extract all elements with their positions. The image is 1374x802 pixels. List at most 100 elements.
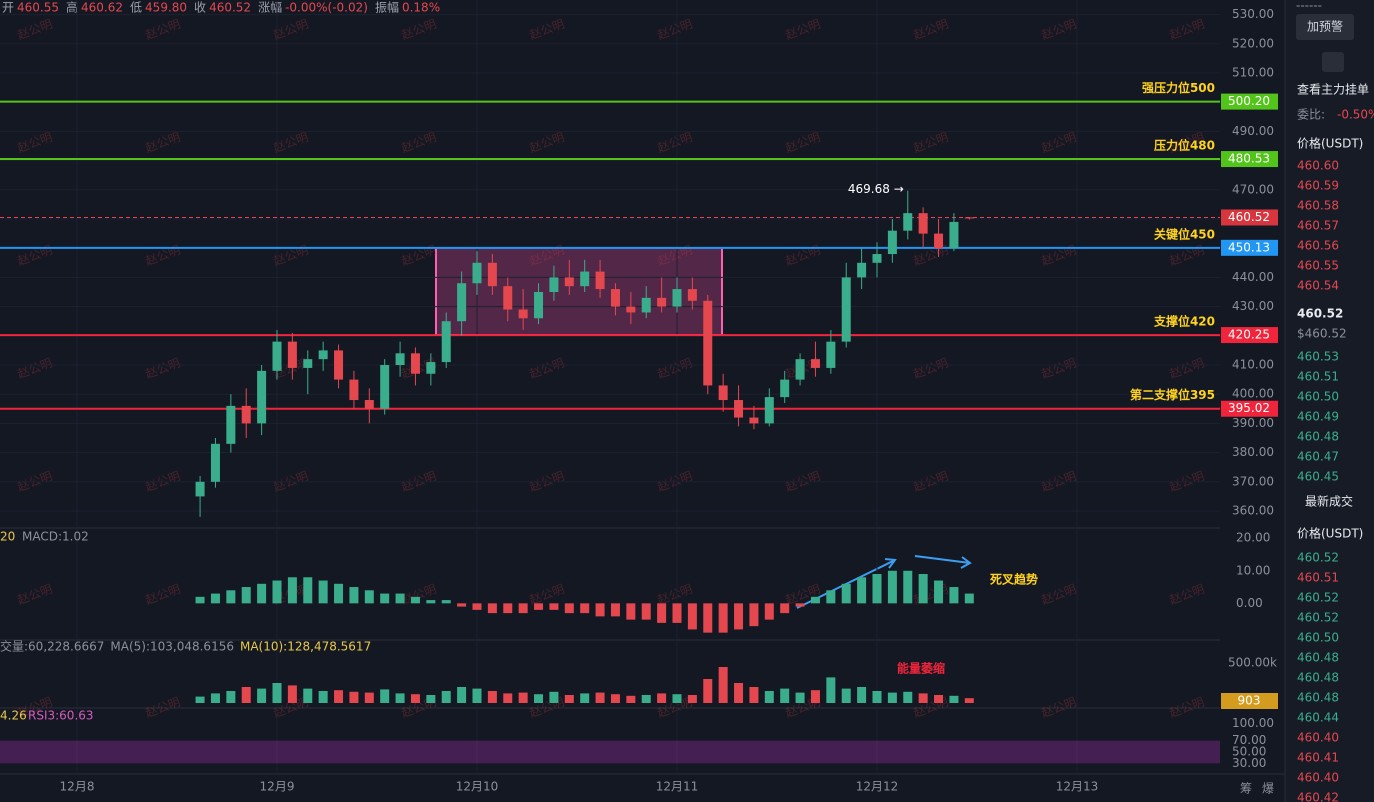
current-price: 460.52	[1297, 307, 1343, 321]
macd-bar	[687, 603, 697, 630]
tab-icon[interactable]	[1322, 52, 1344, 72]
candle-body	[441, 321, 451, 363]
trade-price: 460.52	[1297, 551, 1339, 565]
y-tick-label: 510.00	[1232, 66, 1274, 80]
macd-bar	[626, 603, 636, 620]
header-label: 涨幅	[258, 0, 282, 15]
macd-bar	[549, 603, 559, 610]
volume-bar	[657, 693, 667, 703]
candle-body	[195, 481, 205, 497]
candle-body	[564, 277, 574, 287]
volume-bar	[364, 692, 374, 703]
ask-price: 460.55	[1297, 259, 1339, 273]
header-label: 低	[130, 1, 142, 15]
candle-body	[580, 271, 590, 287]
candle-body	[672, 289, 682, 307]
volume-bar	[780, 688, 790, 703]
candle-body	[949, 221, 959, 249]
volume-bar	[595, 692, 605, 703]
macd-bar	[857, 577, 867, 604]
candle-body	[718, 385, 728, 401]
header-value: 460.52	[209, 1, 251, 15]
y-tick-label: 490.00	[1232, 124, 1274, 138]
macd-bar	[364, 590, 374, 604]
y-tick-label: 360.00	[1232, 504, 1274, 518]
y-tick-label: 380.00	[1232, 445, 1274, 459]
level-label: 压力位480	[1154, 138, 1215, 153]
candle-body	[857, 262, 867, 278]
price-tag	[1221, 693, 1278, 709]
volume-bar	[887, 692, 897, 703]
volume-bar	[872, 691, 882, 703]
price-tag	[1221, 239, 1278, 256]
header-label: 开	[2, 1, 14, 15]
macd-bar	[795, 603, 805, 607]
corner: 爆	[1262, 782, 1274, 796]
price-tag-text: 500.20	[1228, 94, 1270, 108]
dashes: ------	[1296, 0, 1322, 13]
macd-bar	[272, 580, 282, 604]
volume-bar	[457, 687, 467, 703]
candle-body	[641, 297, 651, 313]
button-text[interactable]: 加预警	[1307, 19, 1343, 34]
candle-body	[795, 359, 805, 380]
ratio-label: 委比:	[1297, 108, 1325, 122]
link[interactable]: 查看主力挂单	[1297, 83, 1369, 97]
volume-bar	[964, 698, 974, 703]
col-header: 价格(USDT)	[1297, 136, 1363, 151]
volume-label: 交量:60,228.6667	[0, 639, 104, 654]
candle-body	[226, 405, 236, 444]
macd-bar	[872, 574, 882, 604]
volume-bar	[210, 693, 220, 703]
volume-bar	[426, 695, 436, 703]
macd-bar	[318, 580, 328, 604]
candle-body	[918, 213, 928, 234]
y-tick-label: 370.00	[1232, 474, 1274, 488]
trade-price: 460.41	[1297, 751, 1339, 765]
trade-price: 460.48	[1297, 691, 1339, 705]
candle-body	[749, 417, 759, 424]
y-tick-label: 410.00	[1232, 358, 1274, 372]
price-tag	[1221, 151, 1278, 168]
header-value: 0.18%	[402, 1, 440, 15]
x-tick-label: 12月10	[456, 780, 499, 794]
macd-bar	[195, 596, 205, 604]
candle-body	[534, 292, 544, 319]
ask-price: 460.57	[1297, 219, 1339, 233]
volume-bar	[734, 683, 744, 703]
macd-label: 20	[0, 530, 15, 544]
corner: 筹	[1240, 782, 1252, 796]
volume-bar	[703, 679, 713, 703]
trade-price: 460.40	[1297, 731, 1339, 745]
trade-price: 460.48	[1297, 651, 1339, 665]
candle-body	[887, 230, 897, 255]
price-tag	[1221, 327, 1278, 344]
macd-bar	[441, 600, 451, 604]
candle-body	[934, 233, 944, 249]
candle-body	[303, 359, 313, 368]
y-tick-label: 530.00	[1232, 7, 1274, 21]
volume-bar	[272, 683, 282, 703]
y-tick-label: 440.00	[1232, 270, 1274, 284]
y-tick-label: 70.00	[1232, 733, 1266, 747]
macd-bar	[734, 603, 744, 630]
volume-bar	[303, 688, 313, 703]
candle-body	[272, 341, 282, 371]
candle-body	[380, 365, 390, 409]
button[interactable]	[1296, 14, 1354, 40]
y-tick-label: 390.00	[1232, 416, 1274, 430]
volume-bar	[472, 688, 482, 703]
volume-bar	[380, 689, 390, 703]
bid-price: 460.45	[1297, 470, 1339, 484]
price-tag-text: 480.53	[1228, 152, 1270, 166]
trade-price: 460.48	[1297, 671, 1339, 685]
volume-bar	[564, 695, 574, 703]
ask-price: 460.59	[1297, 179, 1339, 193]
macd-bar	[534, 603, 544, 610]
volume-bar	[287, 685, 297, 703]
macd-bar	[410, 596, 420, 604]
candle-body	[810, 359, 820, 368]
candle-body	[657, 297, 667, 307]
